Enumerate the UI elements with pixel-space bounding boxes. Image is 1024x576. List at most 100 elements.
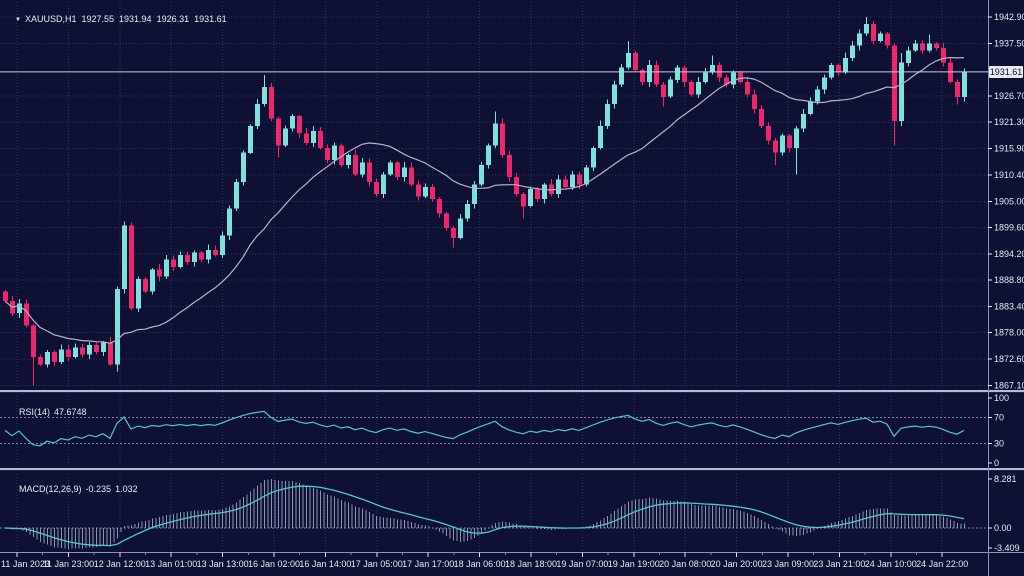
candle xyxy=(318,126,323,150)
candle xyxy=(157,264,162,282)
candle xyxy=(570,171,575,190)
ohlc-close: 1931.61 xyxy=(194,14,227,24)
candle xyxy=(444,212,449,231)
candle xyxy=(493,111,498,148)
price-axis-label: 1921.30 xyxy=(994,117,1024,127)
candle xyxy=(241,150,246,186)
candle xyxy=(920,40,925,54)
candle xyxy=(752,89,757,114)
candle xyxy=(773,138,778,165)
candle xyxy=(45,350,50,368)
rsi-axis-label: 100 xyxy=(994,393,1009,403)
candle xyxy=(759,104,764,129)
macd-axis[interactable]: 8.281 0.00 -3.409 xyxy=(988,474,1020,553)
time-axis-label: 17 Jan 17:00 xyxy=(402,559,454,569)
candle xyxy=(199,251,204,262)
candle xyxy=(367,158,372,187)
candle xyxy=(325,144,330,163)
candle xyxy=(458,213,463,240)
ohlc-high: 1931.94 xyxy=(119,14,152,24)
time-axis-label: 11 Jan 23:00 xyxy=(43,559,94,569)
candle xyxy=(815,86,820,105)
candle xyxy=(136,276,141,313)
time-axis-label: 18 Jan 18:00 xyxy=(505,559,557,569)
price-axis-label: 1872.60 xyxy=(994,354,1024,364)
candle xyxy=(150,268,155,295)
candle xyxy=(850,41,855,61)
candle xyxy=(885,32,890,49)
candle xyxy=(423,183,428,198)
candle xyxy=(878,31,883,43)
candle xyxy=(248,124,253,155)
candle xyxy=(80,343,85,358)
candle xyxy=(612,80,617,109)
candle xyxy=(500,118,505,159)
candle xyxy=(640,68,645,86)
candle xyxy=(192,250,197,267)
macd-signal-line xyxy=(4,485,965,547)
time-axis-label: 13 Jan 13:00 xyxy=(197,559,249,569)
price-axis-label: 1888.80 xyxy=(994,275,1024,285)
price-axis-label: 1905.00 xyxy=(994,196,1024,206)
candle xyxy=(934,41,939,51)
candle xyxy=(101,341,106,356)
candle xyxy=(682,65,687,87)
candle xyxy=(297,114,302,138)
candle xyxy=(549,179,554,197)
rsi-axis-label: 0 xyxy=(994,458,999,468)
candle xyxy=(17,298,22,318)
candle xyxy=(346,153,351,169)
candle xyxy=(227,205,232,240)
rsi-axis[interactable]: 100 70 30 0 xyxy=(988,393,1009,468)
price-axis-label: 1915.90 xyxy=(994,143,1024,153)
candle xyxy=(206,244,211,264)
macd-axis-label: 0.00 xyxy=(994,523,1012,533)
candle xyxy=(619,64,624,87)
candle xyxy=(528,186,533,208)
candle xyxy=(535,187,540,202)
price-axis[interactable]: 1942.90 1937.50 1926.70 1921.30 1915.90 1910.… xyxy=(988,12,1024,391)
symbol-dropdown-icon[interactable]: ▼ xyxy=(15,17,21,23)
candle xyxy=(465,199,470,222)
candle xyxy=(745,76,750,98)
candle xyxy=(472,181,477,209)
price-axis-label: 1937.50 xyxy=(994,38,1024,48)
candle xyxy=(360,157,365,178)
candle xyxy=(913,39,918,52)
price-axis-label: 1867.10 xyxy=(994,381,1024,391)
candle xyxy=(234,179,239,211)
candle xyxy=(787,134,792,153)
candle xyxy=(115,286,120,372)
candle xyxy=(388,160,393,177)
candle xyxy=(66,345,71,361)
candle xyxy=(283,125,288,147)
candle xyxy=(290,114,295,132)
candle xyxy=(654,60,659,87)
candle xyxy=(304,128,309,146)
time-axis-label: 23 Jan 21:00 xyxy=(813,559,865,569)
candle xyxy=(374,178,379,197)
time-axis-label: 12 Jan 12:00 xyxy=(94,559,146,569)
time-axis-label: 20 Jan 08:00 xyxy=(659,559,711,569)
candle xyxy=(73,343,78,359)
candle xyxy=(164,255,169,279)
candle xyxy=(829,63,834,80)
candle xyxy=(339,143,344,168)
ohlc-open: 1927.55 xyxy=(81,14,115,24)
rsi-axis-label: 70 xyxy=(994,412,1004,422)
candle xyxy=(626,40,631,70)
candle xyxy=(633,50,638,72)
candle xyxy=(185,252,190,266)
candle xyxy=(276,116,281,158)
candle xyxy=(416,180,421,201)
candle xyxy=(129,222,134,311)
candle xyxy=(892,43,897,146)
candle xyxy=(59,344,64,365)
candle xyxy=(52,350,57,367)
candle xyxy=(899,53,904,126)
candle xyxy=(794,126,799,175)
rsi-line xyxy=(4,410,965,447)
